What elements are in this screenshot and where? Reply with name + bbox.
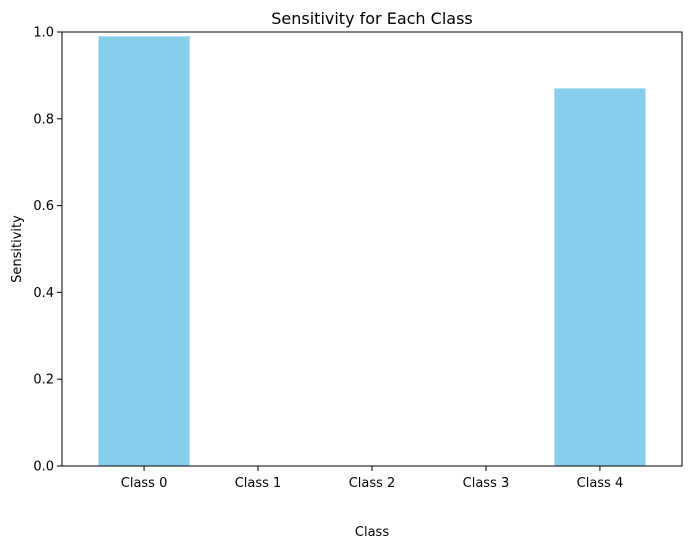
y-tick-label: 0.8 [33,112,54,127]
x-tick-label: Class 1 [235,476,282,491]
x-tick-label: Class 4 [577,476,624,491]
bar-class-0 [98,36,190,467]
x-axis-ticks: Class 0 Class 1 Class 2 Class 3 Class 4 [121,466,623,491]
x-tick-label: Class 2 [349,476,396,491]
y-axis-ticks: 0.0 0.2 0.4 0.6 0.8 1.0 [33,26,62,475]
bars-layer [98,36,646,467]
y-tick-label: 1.0 [33,26,54,41]
y-tick-label: 0.0 [33,460,54,475]
x-tick-label: Class 3 [463,476,510,491]
bar-class-4 [554,88,646,467]
y-tick-label: 0.4 [33,286,54,301]
y-tick-label: 0.2 [33,373,54,388]
plot-frame [61,31,683,467]
y-axis-label: Sensitivity [10,215,25,283]
y-tick-label: 0.6 [33,199,54,214]
x-tick-label: Class 0 [121,476,168,491]
chart-title: Sensitivity for Each Class [271,9,473,28]
x-axis-label: Class [355,525,389,540]
